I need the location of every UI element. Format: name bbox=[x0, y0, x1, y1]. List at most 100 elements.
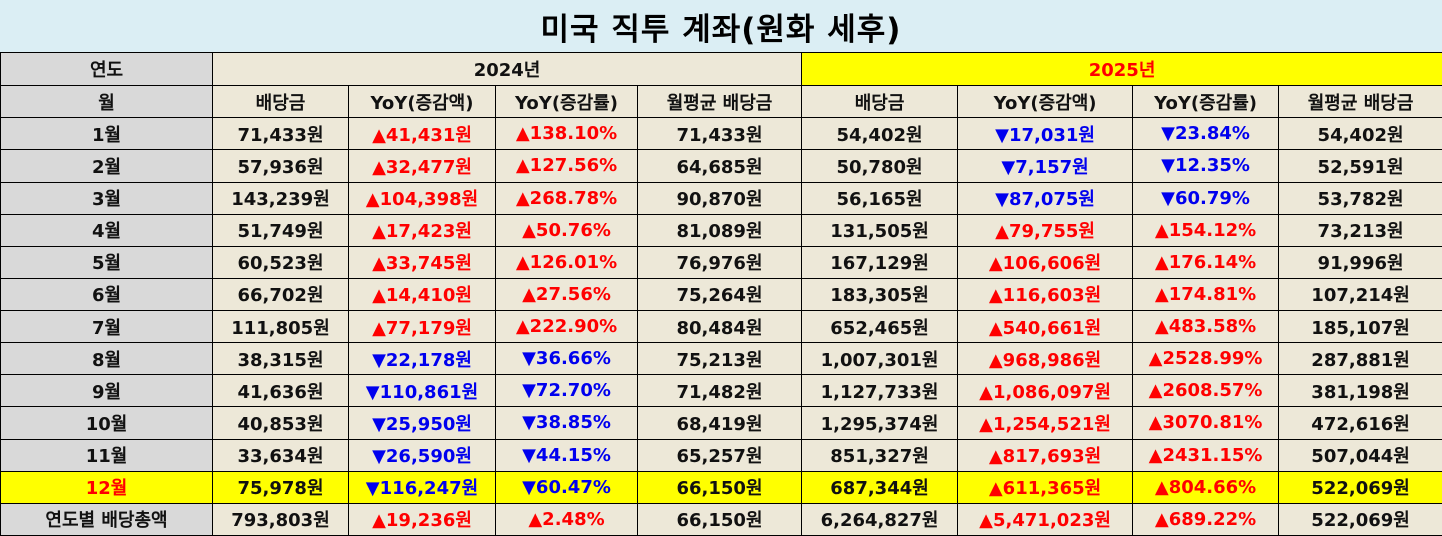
value-cell: ▲116,603원 bbox=[957, 277, 1134, 312]
table-row: 7월 111,805원 ▲77,179원 ▲222.90% 80,484원 652,465… bbox=[0, 310, 1442, 344]
value-cell: ▲19,236원 bbox=[348, 502, 496, 536]
value-cell: ▲79,755원 bbox=[957, 213, 1134, 247]
value-cell: ▲611,365원 bbox=[957, 470, 1134, 504]
year-header-row: 연도 2024년 2025년 bbox=[0, 51, 1442, 87]
month-cell: 3월 bbox=[0, 181, 213, 215]
value-cell: 76,976원 bbox=[636, 245, 803, 279]
value-cell: 54,402원 bbox=[1278, 117, 1442, 151]
total-label: 연도별 배당총액 bbox=[0, 502, 213, 536]
value-cell: 91,996원 bbox=[1278, 245, 1442, 279]
value-cell: ▲968,986원 bbox=[957, 342, 1134, 376]
year-2024-header: 2024년 bbox=[211, 51, 803, 87]
value-cell: 75,978원 bbox=[212, 470, 349, 504]
value-cell: ▲27.56% bbox=[495, 277, 638, 312]
value-cell: ▲106,606원 bbox=[957, 245, 1134, 279]
col-header: YoY(증감률) bbox=[495, 85, 638, 119]
table-row: 10월 40,853원 ▼25,950원 ▼38.85% 68,419원 1,295,37… bbox=[0, 406, 1442, 440]
month-cell: 6월 bbox=[0, 277, 213, 312]
month-cell: 1월 bbox=[0, 117, 213, 151]
value-cell: ▲483.58% bbox=[1132, 310, 1280, 344]
value-cell: ▲2528.99% bbox=[1132, 342, 1280, 376]
month-cell: 8월 bbox=[0, 342, 213, 376]
month-cell: 9월 bbox=[0, 374, 213, 408]
value-cell: ▲1,254,521원 bbox=[957, 406, 1134, 440]
value-cell: 185,107원 bbox=[1278, 310, 1442, 344]
col-header: YoY(증감액) bbox=[348, 85, 496, 119]
value-cell: 54,402원 bbox=[801, 117, 959, 151]
value-cell: 107,214원 bbox=[1278, 277, 1442, 312]
table-row: 9월 41,636원 ▼110,861원 ▼72.70% 71,482원 1,127,73… bbox=[0, 374, 1442, 408]
value-cell: 73,213원 bbox=[1278, 213, 1442, 247]
value-cell: ▲33,745원 bbox=[348, 245, 496, 279]
sheet-title: 미국 직투 계좌(원화 세후) bbox=[0, 0, 1442, 52]
value-cell: ▲127.56% bbox=[495, 149, 638, 183]
year-2025-header: 2025년 bbox=[801, 51, 1442, 87]
value-cell: ▼22,178원 bbox=[348, 342, 496, 376]
col-header: 월평균 배당금 bbox=[1278, 85, 1442, 119]
value-cell: ▼12.35% bbox=[1132, 149, 1280, 183]
value-cell: 507,044원 bbox=[1278, 438, 1442, 472]
value-cell: 381,198원 bbox=[1278, 374, 1442, 408]
value-cell: 81,089원 bbox=[636, 213, 803, 247]
value-cell: 66,702원 bbox=[212, 277, 349, 312]
col-header: YoY(증감액) bbox=[957, 85, 1134, 119]
value-cell: 33,634원 bbox=[212, 438, 349, 472]
value-cell: ▲5,471,023원 bbox=[957, 502, 1134, 536]
column-header-row: 월 배당금 YoY(증감액) YoY(증감률) 월평균 배당금 배당금 YoY(… bbox=[0, 85, 1442, 119]
value-cell: ▲2608.57% bbox=[1132, 374, 1280, 408]
value-cell: ▼7,157원 bbox=[957, 149, 1134, 183]
col-header: 배당금 bbox=[801, 85, 959, 119]
month-cell: 5월 bbox=[0, 245, 213, 279]
month-cell: 7월 bbox=[0, 310, 213, 344]
col-header: YoY(증감률) bbox=[1132, 85, 1280, 119]
value-cell: 71,433원 bbox=[212, 117, 349, 151]
value-cell: 71,433원 bbox=[636, 117, 803, 151]
value-cell: ▼38.85% bbox=[495, 406, 638, 440]
table-row: 4월 51,749원 ▲17,423원 ▲50.76% 81,089원 131,505원 ▲… bbox=[0, 213, 1442, 247]
month-cell: 10월 bbox=[0, 406, 213, 440]
value-cell: 1,007,301원 bbox=[801, 342, 959, 376]
value-cell: 522,069원 bbox=[1278, 470, 1442, 504]
table-row: 2월 57,936원 ▲32,477원 ▲127.56% 64,685원 50,780원 ▼… bbox=[0, 149, 1442, 183]
value-cell: 56,165원 bbox=[801, 181, 959, 215]
value-cell: ▲77,179원 bbox=[348, 310, 496, 344]
value-cell: ▼116,247원 bbox=[348, 470, 496, 504]
table-row: 12월 75,978원 ▼116,247원 ▼60.47% 66,150원 687,344… bbox=[0, 470, 1442, 504]
value-cell: ▲50.76% bbox=[495, 213, 638, 247]
value-cell: 80,484원 bbox=[636, 310, 803, 344]
value-cell: 472,616원 bbox=[1278, 406, 1442, 440]
value-cell: ▲540,661원 bbox=[957, 310, 1134, 344]
value-cell: ▼23.84% bbox=[1132, 117, 1280, 151]
month-label: 월 bbox=[0, 85, 213, 119]
value-cell: 167,129원 bbox=[801, 245, 959, 279]
value-cell: ▲138.10% bbox=[495, 117, 638, 151]
col-header: 월평균 배당금 bbox=[636, 85, 803, 119]
dividend-table: 연도 2024년 2025년 월 배당금 YoY(증감액) YoY(증감률) 월… bbox=[0, 51, 1442, 536]
value-cell: 652,465원 bbox=[801, 310, 959, 344]
value-cell: ▼25,950원 bbox=[348, 406, 496, 440]
value-cell: 111,805원 bbox=[212, 310, 349, 344]
col-header: 배당금 bbox=[212, 85, 349, 119]
value-cell: 287,881원 bbox=[1278, 342, 1442, 376]
table-row: 8월 38,315원 ▼22,178원 ▼36.66% 75,213원 1,007,301… bbox=[0, 342, 1442, 376]
value-cell: 64,685원 bbox=[636, 149, 803, 183]
value-cell: ▲126.01% bbox=[495, 245, 638, 279]
value-cell: 53,782원 bbox=[1278, 181, 1442, 215]
table-row: 6월 66,702원 ▲14,410원 ▲27.56% 75,264원 183,305원 ▲… bbox=[0, 277, 1442, 312]
value-cell: 143,239원 bbox=[212, 181, 349, 215]
value-cell: ▲1,086,097원 bbox=[957, 374, 1134, 408]
value-cell: 71,482원 bbox=[636, 374, 803, 408]
value-cell: 183,305원 bbox=[801, 277, 959, 312]
value-cell: ▼36.66% bbox=[495, 342, 638, 376]
value-cell: 40,853원 bbox=[212, 406, 349, 440]
value-cell: 66,150원 bbox=[636, 470, 803, 504]
value-cell: ▲104,398원 bbox=[348, 181, 496, 215]
month-cell: 4월 bbox=[0, 213, 213, 247]
value-cell: 66,150원 bbox=[636, 502, 803, 536]
value-cell: 1,295,374원 bbox=[801, 406, 959, 440]
value-cell: 793,803원 bbox=[212, 502, 349, 536]
value-cell: 6,264,827원 bbox=[801, 502, 959, 536]
value-cell: 90,870원 bbox=[636, 181, 803, 215]
value-cell: 51,749원 bbox=[212, 213, 349, 247]
value-cell: ▼87,075원 bbox=[957, 181, 1134, 215]
